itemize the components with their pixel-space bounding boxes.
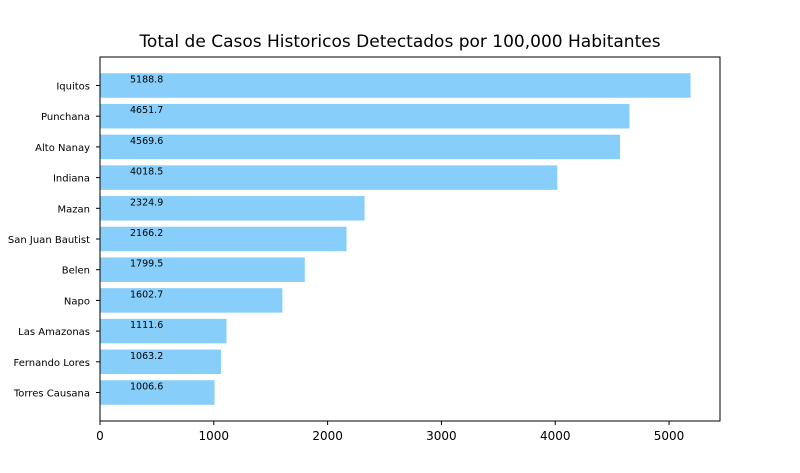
bar-value-label: 4018.5 xyxy=(130,167,163,178)
y-tick-label: Napo xyxy=(64,296,90,307)
bar-punchana xyxy=(100,103,630,129)
x-tick-label: 3000 xyxy=(426,429,457,443)
y-tick-label: Indiana xyxy=(53,174,90,185)
bar-value-label: 4569.6 xyxy=(130,136,163,147)
y-tick-label: Mazan xyxy=(58,204,90,215)
bar-value-label: 1006.6 xyxy=(130,382,163,393)
y-tick-label: Iquitos xyxy=(56,82,90,93)
bars-group xyxy=(100,73,691,405)
bar-iquitos xyxy=(100,73,691,98)
x-tick-label: 2000 xyxy=(312,429,343,443)
y-tick-label: Torres Causana xyxy=(13,389,90,400)
bar-torres-causana xyxy=(100,380,215,405)
bar-value-label: 1799.5 xyxy=(130,259,163,270)
bar-value-label: 4651.7 xyxy=(130,105,163,116)
y-tick-label: Punchana xyxy=(41,112,90,123)
bar-fernando-lores xyxy=(100,349,222,375)
bar-alto-nanay xyxy=(100,134,621,160)
bar-value-label: 2324.9 xyxy=(130,197,163,208)
y-tick-label: Fernando Lores xyxy=(13,358,90,369)
bar-value-label: 2166.2 xyxy=(130,228,163,239)
x-axis: 0 1000 2000 3000 4000 5000 xyxy=(96,421,684,443)
bar-napo xyxy=(100,288,283,313)
chart-title: Total de Casos Historicos Detectados por… xyxy=(138,32,660,52)
bar-las-amazonas xyxy=(100,318,227,344)
x-tick-label: 5000 xyxy=(654,429,685,443)
bar-mazan xyxy=(100,196,365,221)
x-tick-label: 0 xyxy=(96,429,104,443)
bar-belen xyxy=(100,257,305,282)
y-axis: Iquitos Punchana Alto Nanay Indiana Mazan San… xyxy=(8,82,100,400)
value-labels-group: 5188.8 4651.7 4569.6 4018.5 2324.9 2166.2 1799… xyxy=(130,75,163,393)
y-tick-label: Las Amazonas xyxy=(18,327,90,338)
bar-value-label: 1602.7 xyxy=(130,289,163,300)
y-tick-label: Belen xyxy=(62,266,90,277)
y-tick-label: San Juan Bautist xyxy=(8,235,90,246)
bar-indiana xyxy=(100,165,558,190)
x-tick-label: 1000 xyxy=(199,429,230,443)
bar-value-label: 1063.2 xyxy=(130,351,163,362)
bar-value-label: 1111.6 xyxy=(130,320,163,331)
bar-value-label: 5188.8 xyxy=(130,75,163,86)
y-tick-label: Alto Nanay xyxy=(35,143,90,154)
bar-san-juan-bautist xyxy=(100,226,347,252)
x-tick-label: 4000 xyxy=(540,429,571,443)
